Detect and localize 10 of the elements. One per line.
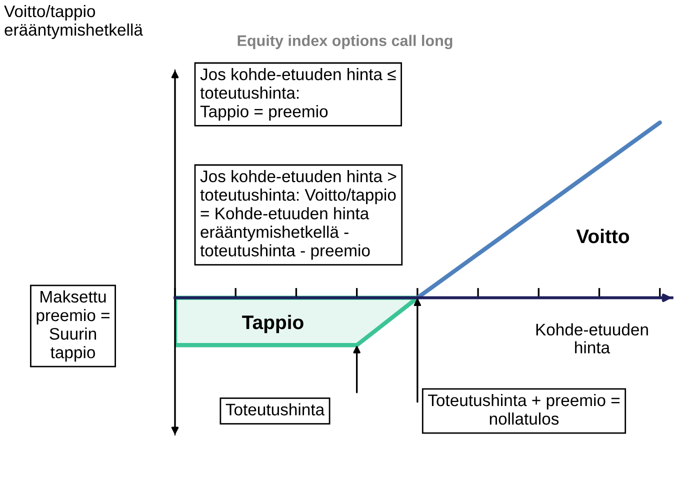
text: Voitto/tappio erääntymishetkellä bbox=[4, 4, 143, 40]
text: Maksettu preemio = Suurin tappio bbox=[36, 290, 110, 362]
x-axis-title: Kohde-etuuden hinta bbox=[536, 323, 648, 354]
text: Toteutushinta + preemio = nollatulos bbox=[428, 394, 620, 425]
chart-title: Equity index options call long bbox=[238, 34, 452, 50]
text: Jos kohde-etuuden hinta ≤ toteutushinta: Tappio = preemio bbox=[200, 68, 396, 121]
text: Toteutushinta bbox=[226, 403, 325, 416]
annotation: Voitto bbox=[576, 228, 630, 244]
annotation: Tappio bbox=[242, 314, 304, 334]
annotation: Jos kohde-etuuden hinta > toteutushinta: Voitto/tappio = Kohde-etuuden hinta erääntymishetkellä - toteutushinta - preemio bbox=[200, 170, 396, 260]
